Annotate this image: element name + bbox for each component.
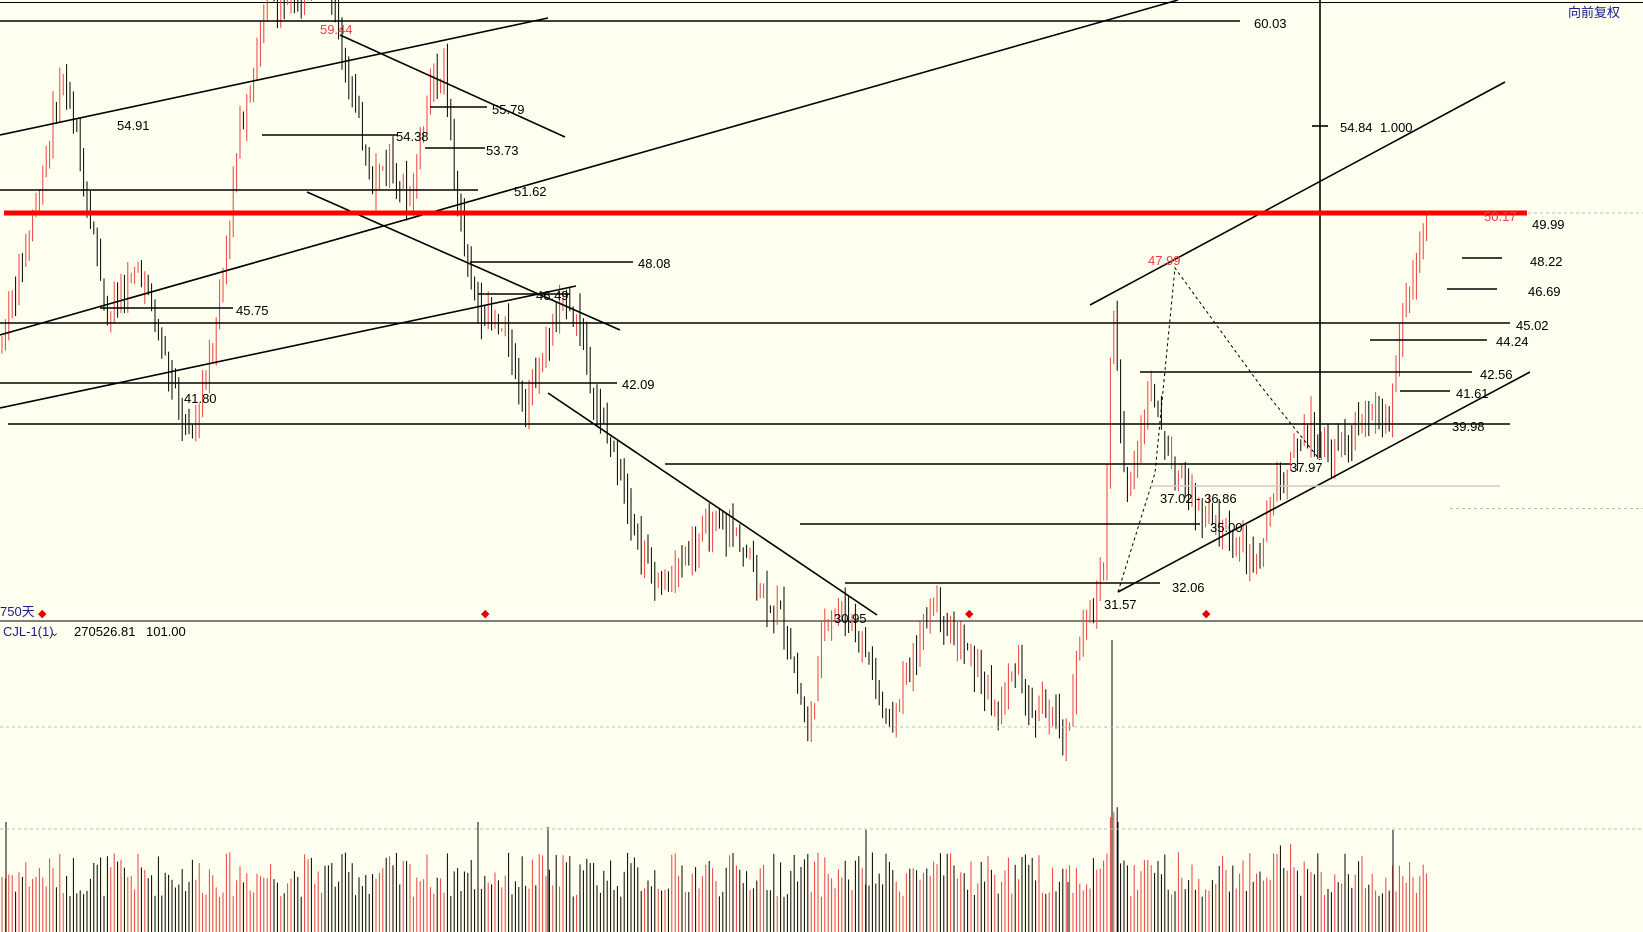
trend-line[interactable] bbox=[0, 17, 549, 136]
price-level-label: 42.09 bbox=[622, 377, 655, 392]
price-level-label: 37.02 - 36.86 bbox=[1160, 491, 1237, 506]
price-level-label: 41.80 bbox=[184, 391, 217, 406]
price-level-label: 39.98 bbox=[1452, 419, 1485, 434]
price-level-label: 42.56 bbox=[1480, 367, 1513, 382]
price-level-label: 30.95 bbox=[834, 611, 867, 626]
price-level-label: 49.99 bbox=[1532, 217, 1565, 232]
price-level-label: 44.24 bbox=[1496, 334, 1529, 349]
price-level-label: 60.03 bbox=[1254, 16, 1287, 31]
chevron-down-icon[interactable]: ⌄ bbox=[50, 626, 59, 639]
volume-series bbox=[0, 640, 1643, 932]
price-level-label: 45.02 bbox=[1516, 318, 1549, 333]
price-level-label: 46.69 bbox=[1528, 284, 1561, 299]
price-level-label: 54.84 bbox=[1340, 120, 1373, 135]
price-level-label: 35.00 bbox=[1210, 520, 1243, 535]
price-level-label: 53.73 bbox=[486, 143, 519, 158]
drawing-lines bbox=[0, 0, 1643, 616]
marker-icon: ◆ bbox=[481, 607, 490, 620]
indicator-second-value: 101.00 bbox=[146, 624, 186, 639]
price-level-label: 51.62 bbox=[514, 184, 547, 199]
extreme-price-label: 50.17 bbox=[1484, 209, 1517, 224]
price-level-label: 55.79 bbox=[492, 102, 525, 117]
trend-line[interactable] bbox=[0, 0, 1179, 336]
candlestick-series bbox=[1, 0, 1428, 761]
price-level-label: 32.06 bbox=[1172, 580, 1205, 595]
price-level-label: 48.22 bbox=[1530, 254, 1563, 269]
extreme-price-label: 59.44 bbox=[320, 22, 353, 37]
price-level-label: 1.000 bbox=[1380, 120, 1413, 135]
price-level-labels: 60.03 55.79 54.91 54.38 54.84 1.000 53.73 51.62… bbox=[117, 16, 1565, 626]
price-level-label: 46.49 bbox=[536, 288, 569, 303]
price-level-label: 41.61 bbox=[1456, 386, 1489, 401]
trend-line[interactable] bbox=[1117, 371, 1531, 593]
extreme-price-label: 47.99 bbox=[1148, 253, 1181, 268]
price-level-label: 54.91 bbox=[117, 118, 150, 133]
price-level-label: 48.08 bbox=[638, 256, 671, 271]
period-label: 750天 bbox=[0, 604, 35, 619]
trend-line[interactable] bbox=[0, 285, 577, 409]
indicator-value: 270526.81 bbox=[74, 624, 135, 639]
indicator-name[interactable]: CJL-1(1) bbox=[3, 624, 54, 639]
marker-icon: ◆ bbox=[1202, 607, 1211, 620]
trend-line[interactable] bbox=[547, 392, 878, 616]
price-level-label: 31.57 bbox=[1104, 597, 1137, 612]
marker-icon: ◆ bbox=[965, 607, 974, 620]
restore-button[interactable]: 向前复权 bbox=[1568, 5, 1620, 20]
trend-line[interactable] bbox=[1089, 81, 1506, 306]
price-level-label: 54.38 bbox=[396, 129, 429, 144]
trend-line[interactable] bbox=[339, 34, 566, 138]
marker-icon: ◆ bbox=[38, 607, 47, 620]
price-level-label: 45.75 bbox=[236, 303, 269, 318]
price-level-label: 37.97 bbox=[1290, 460, 1323, 475]
zigzag-line bbox=[1117, 266, 1321, 593]
